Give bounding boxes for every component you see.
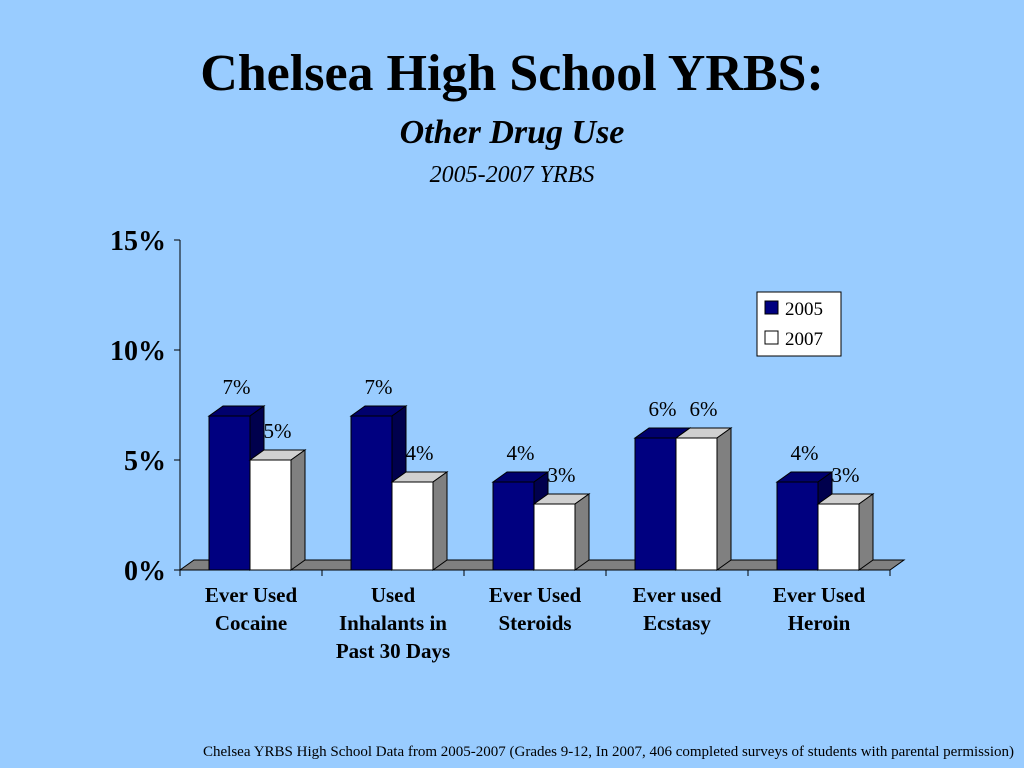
bar-2007-front (817, 503, 860, 571)
bar-2007-front (675, 437, 718, 571)
bar-2005-front (208, 415, 251, 571)
footer-note: Chelsea YRBS High School Data from 2005-… (203, 744, 1014, 760)
data-label: 4% (791, 441, 819, 465)
x-tick-label: Used Inhalants in Past 30 Days (336, 583, 450, 663)
x-tick-label-line: Ecstasy (643, 611, 711, 635)
legend-label: 2005 (785, 299, 823, 320)
data-label: 3% (832, 463, 860, 487)
bar-2005-front (776, 481, 819, 571)
bar-2007-front (391, 481, 434, 571)
x-tick-label-line: Ever Used (489, 583, 582, 607)
x-tick-label-line: Cocaine (215, 611, 287, 635)
data-label: 4% (406, 441, 434, 465)
bar-2007-side (432, 471, 448, 571)
y-tick-label: 10% (110, 336, 166, 367)
legend-swatch-2005 (764, 300, 779, 315)
x-tick-label: Ever used Ecstasy (633, 583, 722, 635)
y-tick-label: 5% (124, 446, 166, 477)
x-tick-label-line: Ever used (633, 583, 722, 607)
data-label: 6% (690, 397, 718, 421)
page-title: Chelsea High School YRBS: (200, 45, 824, 102)
x-tick-label-line: Ever Used (773, 583, 866, 607)
x-tick-label-line: Used (371, 583, 416, 607)
y-tick-label: 0% (124, 556, 166, 587)
data-label: 7% (365, 375, 393, 399)
x-tick-label-line: Ever Used (205, 583, 298, 607)
page-subtitle: Other Drug Use (399, 114, 625, 151)
bar-2007-side (574, 493, 590, 571)
y-tick-label: 15% (110, 226, 166, 257)
legend-label: 2007 (785, 329, 823, 350)
bar-2005-front (492, 481, 535, 571)
bar-2007-front (533, 503, 576, 571)
x-tick-label-line: Steroids (498, 611, 571, 635)
bar-2007-front (249, 459, 292, 571)
x-tick-label-line: Heroin (788, 611, 851, 635)
bar-2007-side (858, 493, 874, 571)
data-label: 5% (264, 419, 292, 443)
x-tick-label-line: Past 30 Days (336, 639, 450, 663)
data-label: 7% (223, 375, 251, 399)
bar-2005-front (634, 437, 677, 571)
bar-2005-front (350, 415, 393, 571)
legend-swatch-2007 (764, 330, 779, 345)
bar-2007-side (290, 449, 306, 571)
page-subtitle-years: 2005-2007 YRBS (429, 162, 595, 188)
data-label: 6% (649, 397, 677, 421)
data-label: 4% (507, 441, 535, 465)
bar-2007-side (716, 427, 732, 571)
data-label: 3% (548, 463, 576, 487)
x-tick-label-line: Inhalants in (339, 611, 447, 635)
x-tick-label: Ever Used Cocaine (205, 583, 298, 635)
x-tick-label: Ever Used Heroin (773, 583, 866, 635)
x-tick-label: Ever Used Steroids (489, 583, 582, 635)
